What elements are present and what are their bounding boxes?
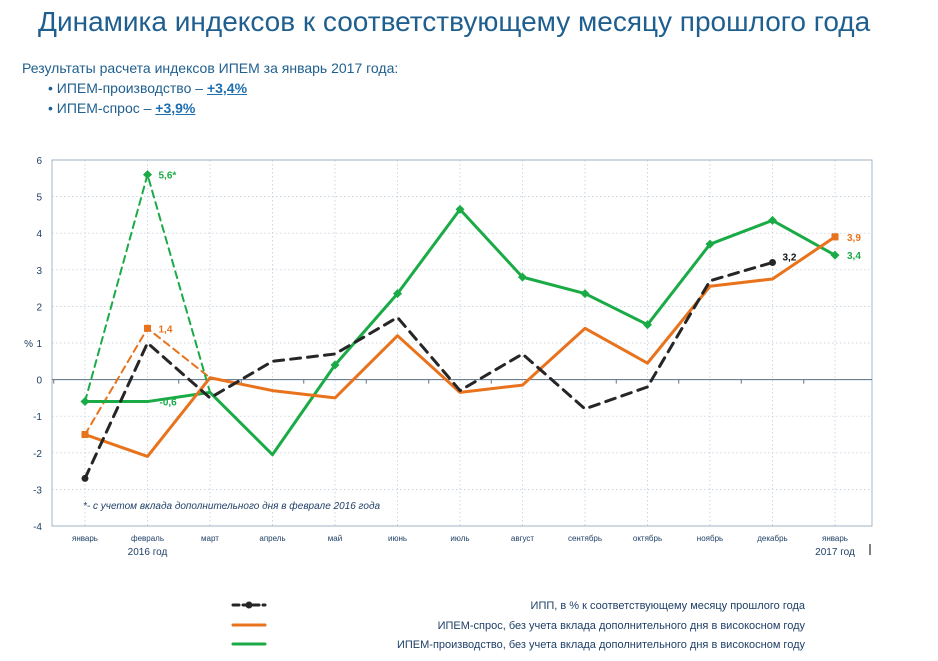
summary-item-production: • ИПЕМ-производство – +3,4%: [22, 78, 398, 98]
y-tick-label: 4: [36, 229, 42, 240]
summary-item-label: • ИПЕМ-спрос –: [48, 100, 156, 116]
summary-block: Результаты расчета индексов ИПЕМ за янва…: [22, 58, 398, 118]
x-tick-label: март: [201, 534, 219, 543]
data-point-production: [580, 289, 590, 299]
page-title: Динамика индексов к соответствующему мес…: [38, 6, 871, 37]
data-point-demand: [831, 233, 839, 241]
y-tick-label: 2: [36, 302, 42, 313]
x-tick-label: февраль: [131, 534, 164, 543]
summary-item-value: +3,9%: [155, 100, 196, 116]
data-label-demand-feb: 1,4: [159, 324, 173, 335]
data-label-production-end: 3,4: [847, 251, 861, 262]
year-label: 2017 год: [815, 547, 855, 558]
legend-marker: [245, 601, 253, 609]
x-tick-label: сентябрь: [568, 534, 602, 543]
data-point-demand: [81, 431, 89, 438]
summary-item-demand: • ИПЕМ-спрос – +3,9%: [22, 98, 398, 118]
data-point-production: [518, 272, 527, 282]
data-point-ipp: [769, 258, 776, 266]
data-label-production-feb-main: -0,6: [160, 398, 178, 409]
x-tick-label: апрель: [259, 534, 285, 543]
legend-label: ИПЕМ-производство, без учета вклада допо…: [397, 639, 806, 651]
y-tick-label: -2: [33, 449, 42, 460]
x-tick-label: декабрь: [757, 534, 787, 543]
y-tick-label: -3: [33, 485, 42, 496]
y-tick-label: 0: [36, 376, 42, 387]
data-point-production: [705, 239, 715, 249]
legend-label: ИПП, в % к соответствующему месяцу прошл…: [531, 600, 806, 612]
data-point-production: [455, 204, 465, 214]
data-point-production: [830, 250, 840, 260]
data-label-ipp-end: 3,2: [783, 252, 797, 263]
data-label-production-feb: 5,6*: [159, 171, 177, 182]
summary-item-value: +3,4%: [206, 80, 248, 96]
x-tick-label: ноябрь: [697, 534, 723, 543]
x-tick-label: июнь: [388, 534, 407, 543]
x-tick-label: май: [328, 534, 342, 543]
y-tick-label: -4: [33, 522, 42, 533]
data-point-ipp: [81, 474, 89, 482]
data-point-production: [80, 397, 90, 407]
series-line-demand: [83, 235, 837, 458]
legend-label: ИПЕМ-спрос, без учета вклада дополнитель…: [438, 620, 806, 632]
data-point-production: [393, 289, 402, 299]
y-tick-label: 6: [36, 156, 42, 167]
plot-frame: [51, 159, 873, 527]
data-point-production: [768, 215, 777, 225]
summary-intro: Результаты расчета индексов ИПЕМ за янва…: [22, 60, 399, 76]
y-tick-label: 3: [36, 266, 42, 277]
chart-note: *- с учетом вклада дополнительного дня в…: [83, 500, 380, 512]
x-tick-label: август: [511, 534, 535, 543]
y-tick-label: 1: [36, 339, 42, 350]
y-tick-label: -1: [33, 412, 42, 423]
data-point-production-alt: [143, 170, 152, 180]
data-label-demand-end: 3,9: [847, 233, 861, 244]
x-tick-label: январь: [72, 534, 98, 543]
year-label: 2016 год: [128, 547, 168, 558]
x-tick-label: октябрь: [633, 534, 662, 543]
data-point-production: [330, 360, 340, 370]
y-tick-label: 5: [36, 193, 42, 204]
data-point-production: [643, 320, 652, 330]
x-tick-label: июль: [450, 534, 469, 543]
x-tick-label: январь: [822, 534, 848, 543]
y-axis-label: %: [24, 339, 33, 350]
summary-item-label: • ИПЕМ-производство –: [48, 80, 207, 96]
data-point-demand-alt: [144, 324, 151, 332]
